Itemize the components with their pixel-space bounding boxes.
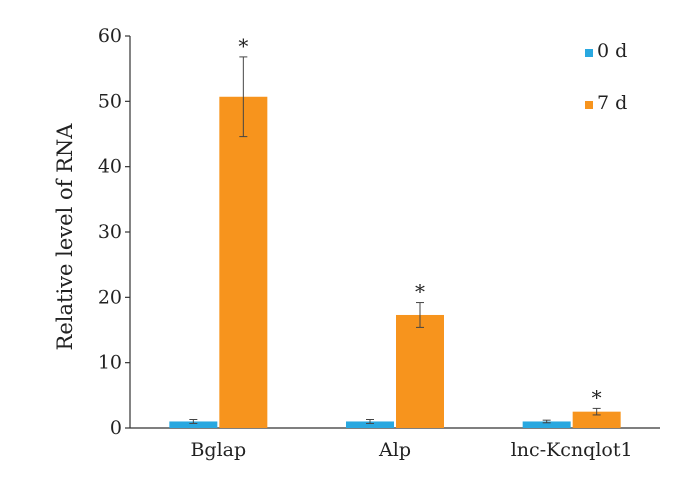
legend-label: 0 d bbox=[597, 40, 627, 62]
x-tick-label: lnc-Kcnqlot1 bbox=[511, 439, 633, 461]
legend: 0 d 7 d bbox=[585, 40, 627, 114]
bar-Alp-0d bbox=[346, 421, 394, 428]
bar-Bglap-7d bbox=[219, 96, 268, 428]
y-axis: 0 10 20 30 40 50 60 bbox=[98, 25, 131, 439]
y-tick-label: 50 bbox=[98, 90, 122, 112]
bar-Bglap-0d bbox=[169, 421, 218, 428]
y-tick-label: 20 bbox=[98, 286, 122, 308]
x-tick-label: Bglap bbox=[190, 439, 246, 461]
legend-swatch bbox=[585, 49, 593, 57]
significance-marker: * bbox=[238, 34, 248, 58]
x-tick-label: Alp bbox=[378, 439, 411, 461]
significance-marker: * bbox=[415, 280, 425, 304]
bar-lnc-Kcnqlot1-7d bbox=[572, 411, 621, 428]
y-tick-label: 10 bbox=[98, 352, 122, 374]
y-tick-label: 60 bbox=[98, 25, 122, 47]
bar-Alp-7d bbox=[396, 314, 444, 428]
bar-lnc-Kcnqlot1-0d bbox=[522, 421, 571, 428]
y-tick-label: 40 bbox=[98, 156, 122, 178]
significance-marker: * bbox=[592, 385, 602, 409]
y-tick-label: 0 bbox=[110, 417, 122, 439]
bars-group: * * * bbox=[169, 34, 621, 428]
y-axis-title: Relative level of RNA bbox=[53, 123, 77, 351]
y-tick-label: 30 bbox=[98, 221, 122, 243]
x-axis: Bglap Alp lnc-Kcnqlot1 bbox=[130, 427, 660, 461]
legend-swatch bbox=[585, 101, 593, 109]
legend-label: 7 d bbox=[597, 92, 627, 114]
